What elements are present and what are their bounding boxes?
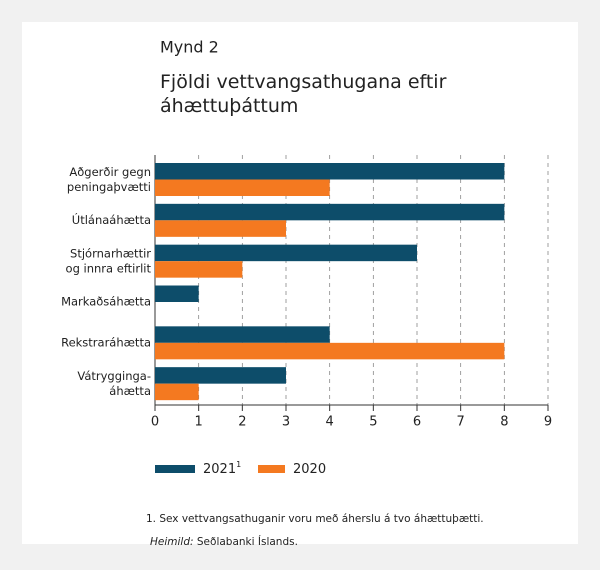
x-tick-label: 8 [500,415,508,430]
x-tick-label: 9 [544,415,552,430]
x-tick-label: 1 [195,415,203,430]
legend-label: 20211 [203,460,241,477]
bar [155,285,199,302]
x-tick-label: 6 [413,415,421,430]
y-tick-label: Stjórnarhættir og innra eftirlit [66,246,152,275]
source-label: Heimild: [150,536,194,548]
bar [155,261,243,278]
source: Heimild: Seðlabanki Íslands. [150,535,298,548]
y-tick-label: Rekstraráhætta [61,335,151,349]
y-tick-label: Aðgerðir gegn peningaþvætti [67,165,151,194]
legend-name: 2021 [203,462,236,477]
bar [155,163,505,180]
x-tick-label: 2 [238,415,246,430]
y-tick-label: Markaðsáhætta [61,295,151,309]
bar [155,244,417,262]
bar [155,203,505,221]
x-tick-label: 5 [369,415,377,430]
x-tick-label: 3 [282,415,290,430]
x-tick-label: 0 [151,415,159,430]
y-tick-label: Útlánaáhætta [72,212,151,227]
bar [155,367,286,384]
x-tick-label: 7 [457,415,465,430]
panel [22,22,578,544]
legend-swatch [155,465,195,473]
x-tick-label: 4 [326,415,334,430]
chart-title: Fjöldi vettvangsathugana eftir áhættuþátt… [160,71,447,117]
bar [155,220,286,237]
kicker: Mynd 2 [160,38,219,57]
bar [155,326,330,343]
footnote: 1. Sex vettvangsathuganir voru með áhers… [146,513,484,525]
bar [155,179,330,196]
source-text: Seðlabanki Íslands. [197,535,298,548]
legend-name: 2020 [293,462,326,477]
bar [155,342,505,360]
legend-swatch [258,465,285,473]
y-tick-label: Vátrygginga-áhætta [77,369,151,398]
legend-superscript: 1 [236,460,241,469]
legend-label: 2020 [293,462,326,477]
bar [155,383,199,401]
